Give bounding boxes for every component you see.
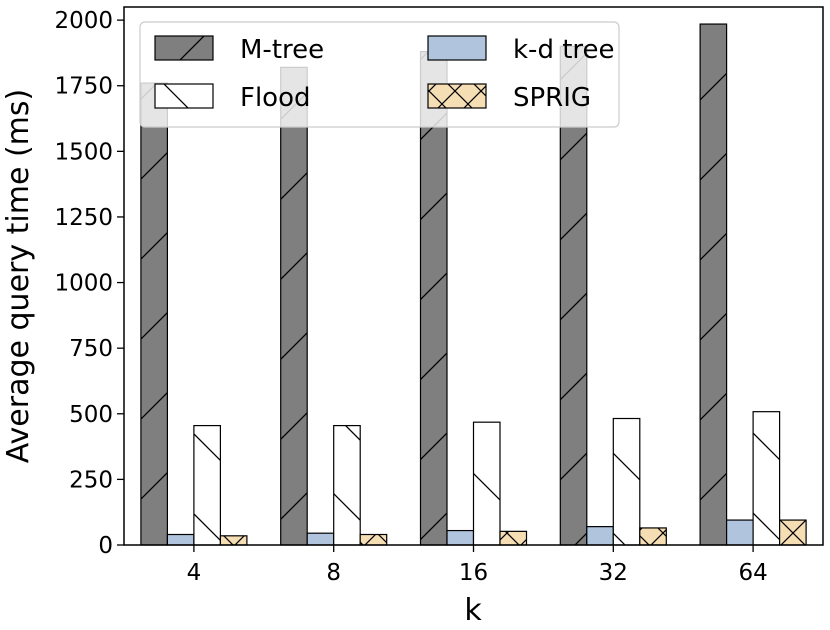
y-axis: 0 250 500 750 1000 1250 1500 1750 2000 [54, 8, 124, 559]
bar-hatch-m-tree-k4 [140, 83, 168, 546]
bar-hatch-flood-k8 [333, 425, 361, 545]
legend-label-flood: Flood [240, 83, 311, 113]
bar-hatch-flood-k16 [473, 422, 500, 545]
bars-group [140, 23, 807, 546]
y-tick-label: 1000 [54, 271, 113, 297]
legend-swatch-outline-m-tree [154, 35, 214, 61]
x-axis: 4 8 16 32 64 [187, 545, 768, 586]
legend-swatch-outline-flood [154, 83, 214, 109]
y-tick-label: 2000 [54, 8, 113, 34]
legend-label-sprig: SPRIG [513, 83, 591, 113]
bar-hatch-sprig-k16 [500, 531, 527, 545]
bar-hatch-sprig-k8 [360, 534, 387, 545]
legend-swatch-hatch-m-tree [155, 36, 213, 60]
legend-swatch-outline-sprig [427, 83, 487, 109]
x-tick-label: 8 [326, 560, 341, 586]
bar-hatch-m-tree-k32 [560, 46, 587, 546]
y-tick-label: 1500 [54, 139, 113, 165]
bar-hatch-m-tree-k64 [700, 24, 727, 546]
bar-k-d-tree-k16 [447, 530, 474, 545]
y-tick-label: 500 [69, 402, 113, 428]
bar-hatch-flood-k64 [753, 411, 780, 545]
bar-hatch-flood-k4 [193, 425, 221, 545]
y-tick-label: 1750 [54, 74, 113, 100]
legend: M-tree k-d tree Flood SPRIG [139, 21, 620, 128]
legend-label-k-d-tree: k-d tree [513, 35, 615, 65]
bar-hatch-m-tree-k8 [280, 67, 308, 546]
x-tick-label: 4 [187, 560, 202, 586]
bar-k-d-tree-k8 [307, 533, 334, 545]
y-tick-label: 750 [69, 336, 113, 362]
x-tick-label: 64 [738, 560, 767, 586]
bar-hatch-sprig-k64 [779, 520, 807, 545]
legend-swatch-hatch-sprig [428, 84, 486, 108]
legend-swatch-hatch-flood [155, 84, 213, 108]
legend-label-m-tree: M-tree [240, 35, 324, 65]
bar-k-d-tree-k32 [586, 526, 614, 545]
legend-frame [139, 21, 620, 128]
bar-hatch-m-tree-k16 [420, 51, 447, 546]
legend-swatch-outline-k-d-tree [427, 35, 487, 61]
y-tick-label: 0 [98, 533, 113, 559]
legend-swatch-k-d-tree [428, 36, 486, 60]
bar-k-d-tree-k4 [167, 534, 194, 545]
x-axis-title: k [464, 593, 482, 628]
y-axis-title: Average query time (ms) [1, 89, 36, 463]
y-tick-label: 250 [69, 467, 113, 493]
y-tick-label: 1250 [54, 205, 113, 231]
x-tick-label: 16 [459, 560, 488, 586]
bar-k-d-tree-k64 [726, 520, 754, 545]
bar-hatch-flood-k32 [613, 418, 640, 545]
x-tick-label: 32 [599, 560, 628, 586]
bar-hatch-sprig-k4 [220, 535, 247, 545]
bar-hatch-sprig-k32 [639, 527, 667, 545]
